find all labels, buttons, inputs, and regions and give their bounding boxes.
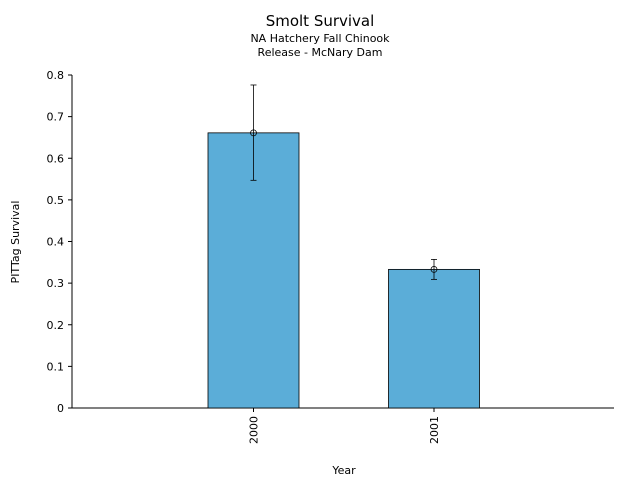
x-axis-label: Year	[331, 464, 356, 477]
chart-title: Smolt Survival	[265, 12, 375, 30]
y-axis-label: PITTag Survival	[9, 201, 22, 284]
y-tick-label: 0.8	[47, 69, 65, 82]
axes: 0 0.1 0.2 0.3 0.4 0.5 0.6 0.7 0.8 2000 2001	[47, 69, 614, 444]
y-tick-label: 0.4	[47, 236, 65, 249]
chart-subtitle-line-1: NA Hatchery Fall Chinook	[250, 32, 390, 45]
x-tick-label-2000: 2000	[248, 416, 261, 444]
y-tick-label: 0	[57, 402, 64, 415]
y-tick-label: 0.6	[47, 152, 65, 165]
error-point-2001	[430, 265, 438, 273]
bar-2001	[388, 268, 480, 409]
y-tick-label: 0.2	[47, 319, 65, 332]
chart-subtitle-line-2: Release - McNary Dam	[257, 46, 383, 59]
y-tick-label: 0.5	[47, 194, 65, 207]
y-tick-label: 0.1	[47, 360, 65, 373]
y-tick-label: 0.3	[47, 277, 65, 290]
error-point-2000	[250, 129, 257, 137]
error-bars	[250, 84, 438, 280]
y-tick-label: 0.7	[47, 111, 65, 124]
x-tick-label-2001: 2001	[428, 416, 441, 444]
bars	[207, 132, 480, 409]
